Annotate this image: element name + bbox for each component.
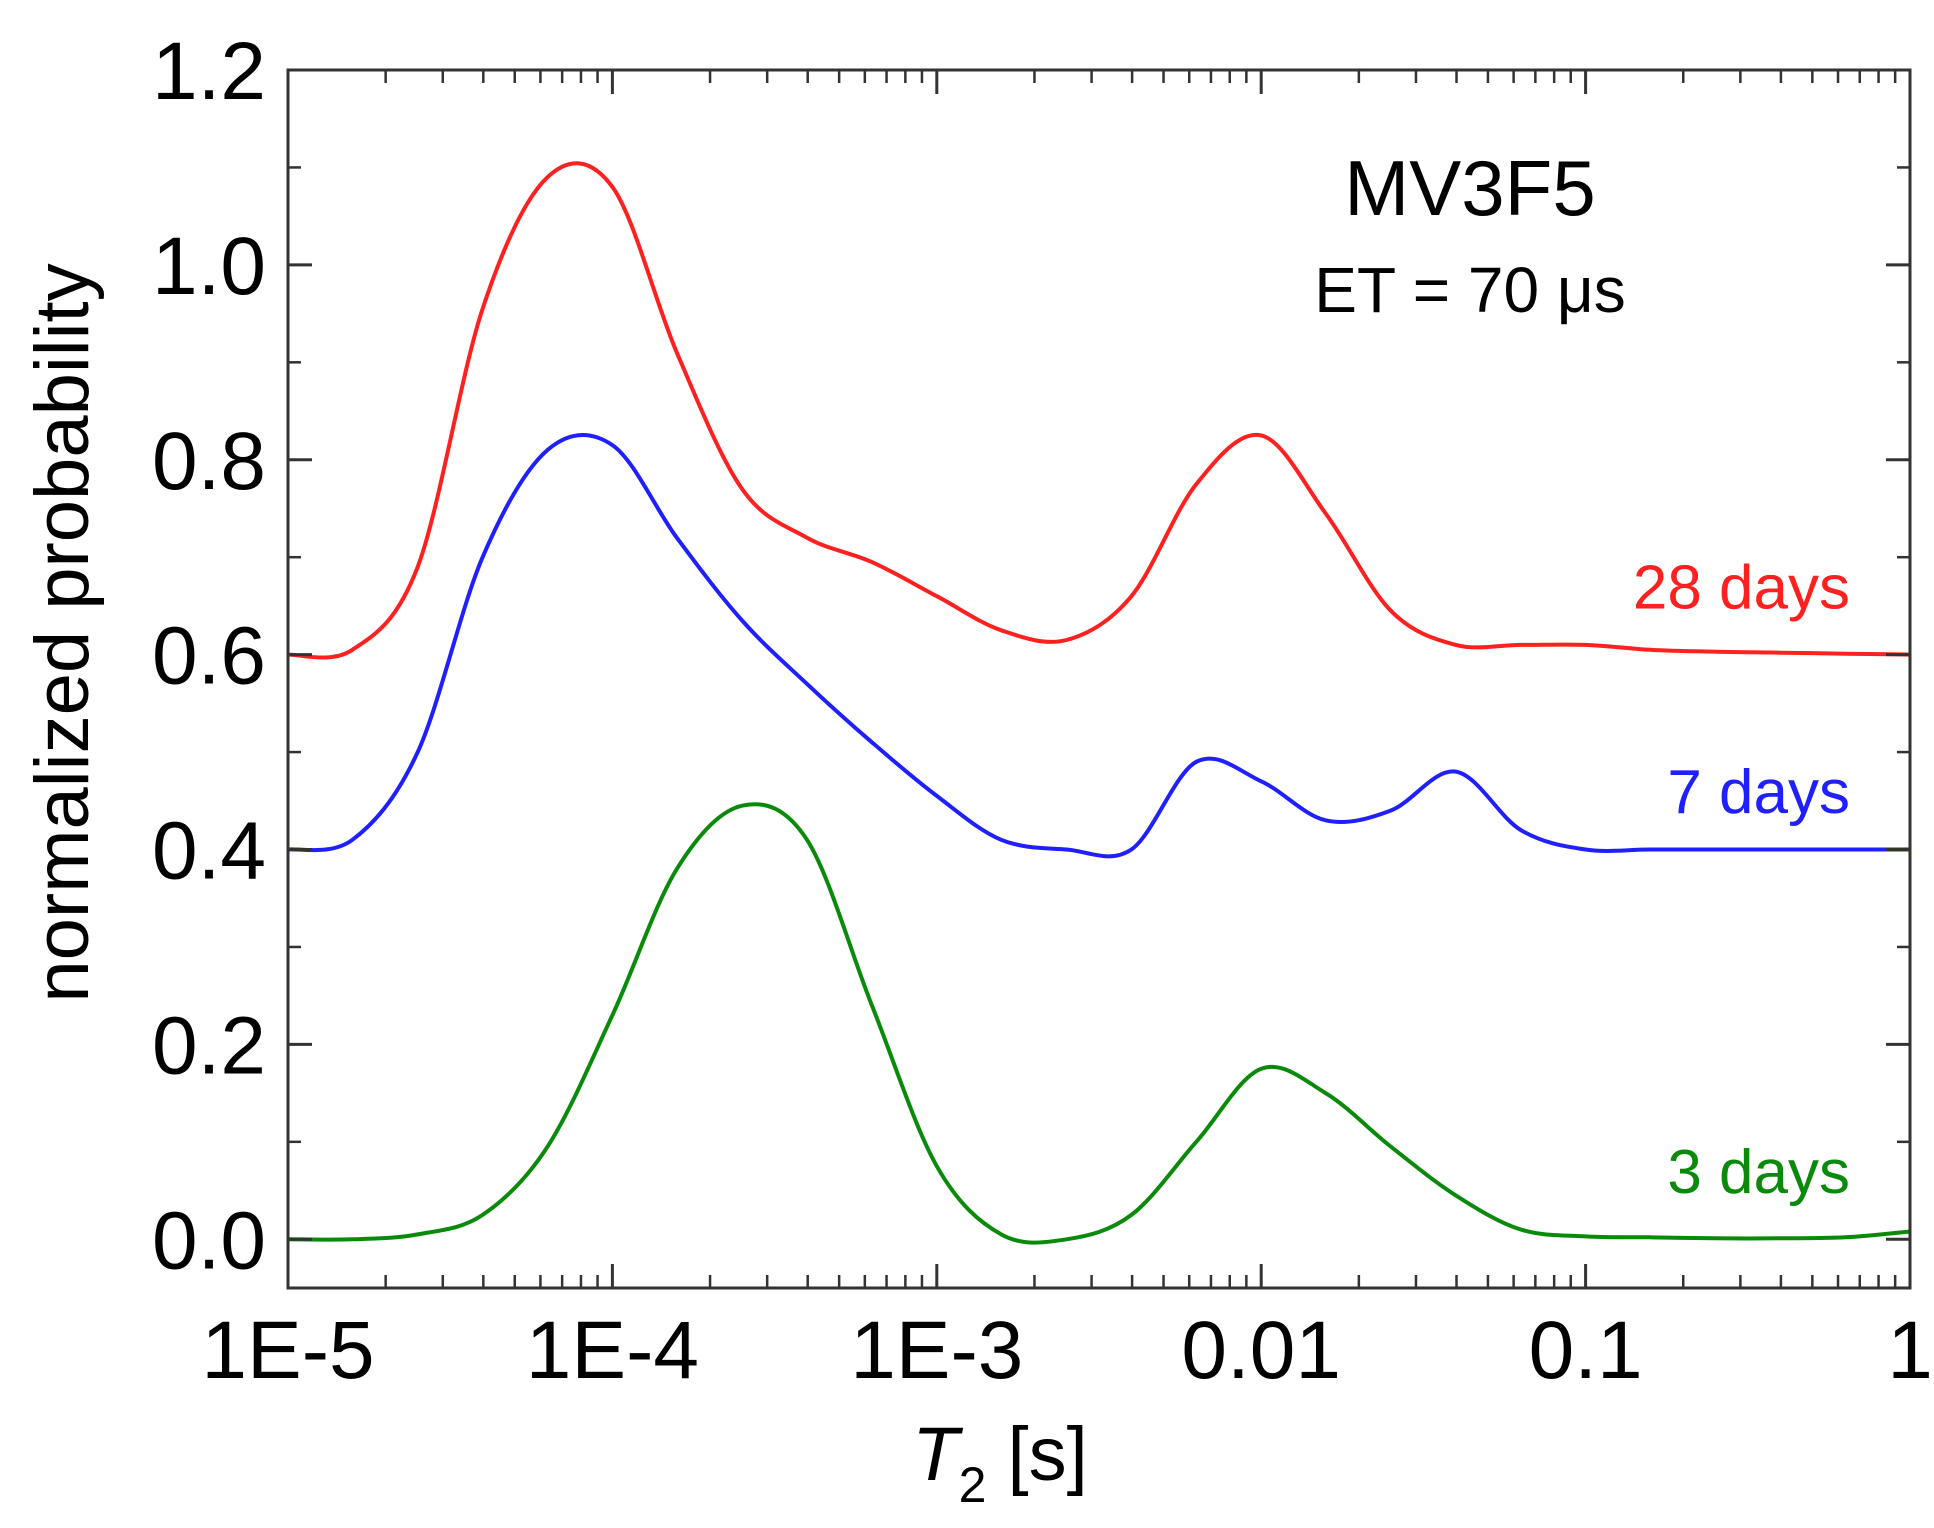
ticks-layer	[286, 68, 1912, 1288]
y-tick-label: 0.6	[152, 611, 266, 702]
y-tick-label: 0.2	[152, 1000, 266, 1091]
x-tick-label: 0.01	[1181, 1305, 1341, 1396]
y-tick-label: 0.4	[152, 806, 266, 897]
x-tick-label: 0.1	[1529, 1305, 1643, 1396]
x-tick-label: 1	[1887, 1305, 1933, 1396]
sample-annotation: MV3F5	[1344, 144, 1595, 232]
plot-frame	[286, 68, 1912, 1290]
tick-labels-layer: 1E-5 1E-4 1E-3 0.01 0.1 1 0.0 0.2 0.4 0.6 0.8 1.0 1.…	[152, 26, 1933, 1396]
x-axis-title: T2 [s]	[912, 1412, 1088, 1513]
x-axis-title-unit: [s]	[986, 1412, 1087, 1497]
x-axis-title-subscript: 2	[959, 1457, 987, 1513]
x-tick-label: 1E-3	[850, 1305, 1023, 1396]
y-tick-label: 1.0	[152, 221, 266, 312]
series-label-1: 7 days	[1667, 758, 1850, 827]
x-tick-label: 1E-5	[201, 1305, 374, 1396]
series-label-2: 3 days	[1667, 1138, 1850, 1207]
series-line-1	[287, 432, 1910, 859]
series-line-0	[287, 161, 1911, 660]
plot-layer: 28 days 7 days 3 days	[287, 161, 1911, 1245]
x-axis-title-symbol: T	[912, 1412, 963, 1497]
y-tick-label: 0.8	[152, 416, 266, 507]
series-line-2	[287, 802, 1911, 1245]
y-tick-label: 1.2	[152, 26, 266, 117]
y-axis-title: normalized probability	[20, 263, 105, 1002]
x-tick-label: 1E-4	[526, 1305, 699, 1396]
echo-time-annotation: ET = 70 μs	[1314, 254, 1625, 326]
y-tick-label: 0.0	[152, 1195, 266, 1286]
series-label-0: 28 days	[1633, 553, 1850, 622]
